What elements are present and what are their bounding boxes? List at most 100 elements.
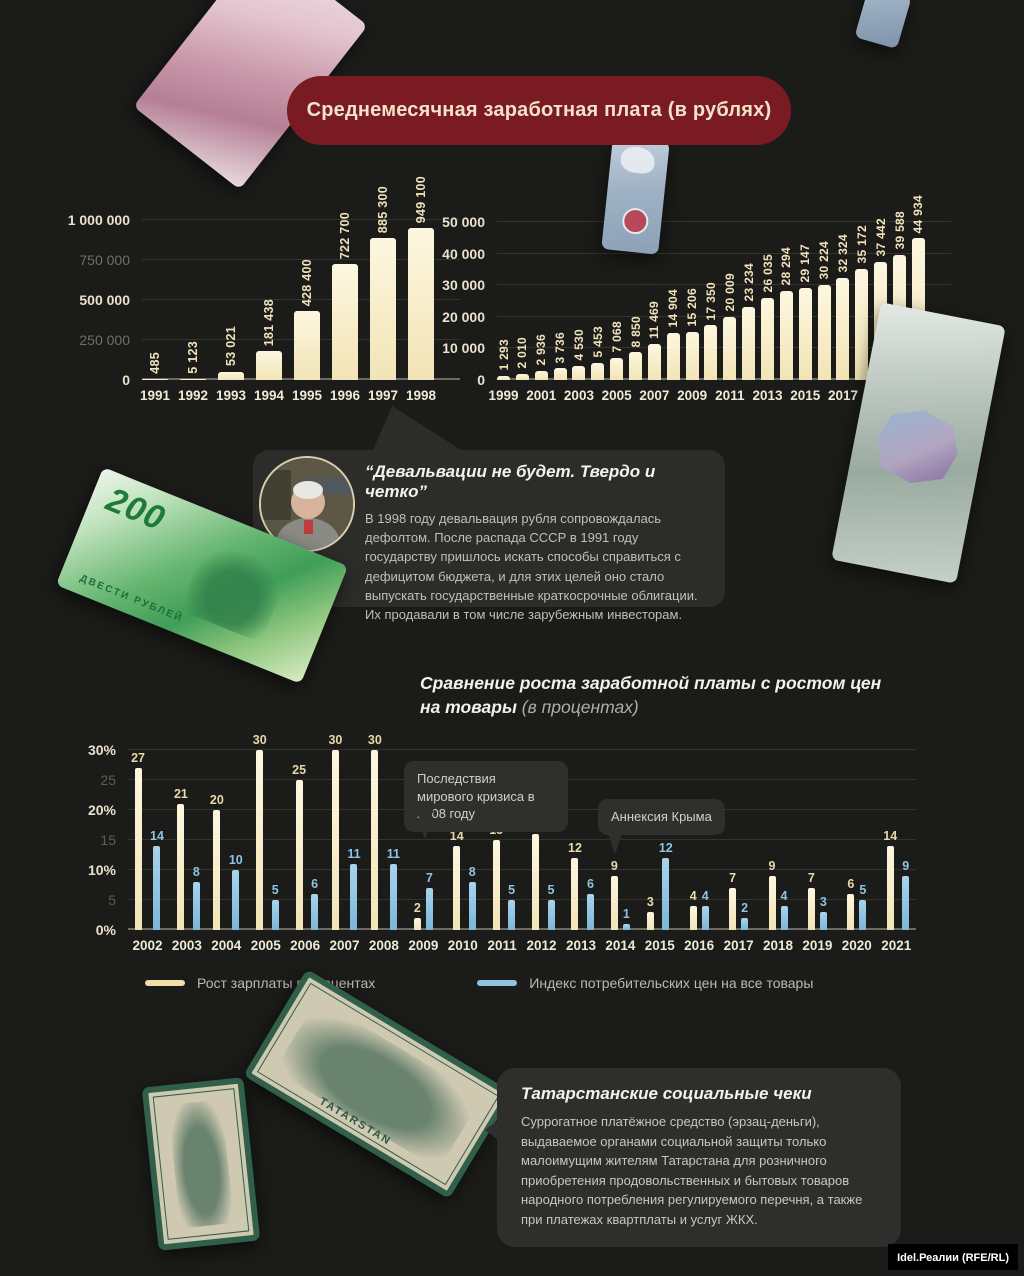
bar [591, 362, 605, 380]
bar [780, 906, 788, 930]
bar-value-label: 7 [807, 871, 815, 885]
bar-pair: 25 6 [292, 763, 319, 930]
y-axis-tick: 25 [100, 772, 116, 788]
y-axis-tick: 0 [477, 372, 485, 388]
y-axis-tick: 10% [87, 862, 116, 878]
year-text: 2016 [684, 938, 715, 953]
bar [855, 268, 869, 380]
gridline [497, 284, 951, 286]
bar [610, 357, 624, 380]
bar-value-label: 5 453 [590, 326, 605, 358]
bar [492, 840, 500, 930]
y-axis-tick: 30 000 [442, 277, 485, 294]
year-text: 1994 [253, 388, 285, 403]
x-year-label: 1997 [368, 388, 398, 403]
bar-column: 5 453 [590, 326, 605, 380]
gridline [128, 749, 916, 750]
bar-value-label: 5 [271, 883, 279, 897]
bar [332, 264, 358, 380]
bar-pair: 3 12 [646, 841, 673, 930]
bar-value-label: 885 300 [376, 186, 390, 234]
x-year-label: 2007 [639, 388, 669, 403]
bar [798, 287, 812, 380]
bar-column: 7 068 [610, 321, 624, 380]
x-year-label: 2005 [602, 388, 632, 403]
bar-pair: 30 5 [253, 733, 279, 930]
bar-value-label: 11 [386, 847, 400, 861]
bar-value-label: 722 700 [338, 212, 352, 260]
bar-column: 885 300 [370, 186, 396, 380]
series-column: 11 [387, 847, 400, 930]
series-column: 6 [311, 877, 319, 930]
bar-value-label: 14 [150, 829, 164, 843]
salary-chart-1999-2021: 0 10 000 20 000 30 000 40 000 50 000 1 293 2 01… [442, 195, 951, 403]
bar [647, 343, 661, 380]
kremlin-emblem [870, 403, 965, 491]
year-group: 14 8 [443, 829, 482, 930]
title-banner: Среднемесячная заработная плата (в рубля… [287, 76, 791, 145]
bar-column: 485 [142, 352, 168, 380]
x-axis-labels: 1999 2001 2003 2005 2007 2009 2011 2013 2015 2017… [488, 388, 933, 403]
series-column: 10 [229, 853, 243, 930]
comparison-chart: 0% 5 10% 15 20% 25 30% 27 14 21 8 20 10 30 5 25 6 30 11 30 1… [88, 733, 916, 953]
bar [859, 900, 867, 930]
dove-emblem [619, 145, 656, 175]
bar-value-label: 949 100 [414, 175, 428, 224]
bar-column: 2 010 [515, 337, 529, 380]
x-year-label: 1998 [406, 388, 436, 403]
year-text: 2007 [639, 388, 670, 403]
bar-value-label: 35 172 [854, 225, 869, 264]
bar-pair: 20 10 [210, 793, 243, 930]
year-text: 2008 [368, 938, 399, 953]
y-axis-tick: 250 000 [79, 332, 130, 348]
series-column: 5 [271, 883, 279, 930]
x-year-label: 1992 [178, 388, 208, 403]
series-column: 8 [192, 865, 200, 930]
bar-value-label: 12 [568, 841, 582, 855]
x-year-label: 2009 [677, 388, 707, 403]
bar-value-label: 27 [131, 751, 145, 765]
bar-value-label: 7 [425, 871, 433, 885]
bar-value-label: 26 035 [760, 254, 775, 293]
year-text: 2010 [447, 938, 478, 953]
denomination-200: 200 [101, 480, 171, 539]
gridline [497, 252, 951, 254]
x-year-label: 2019 [798, 938, 837, 953]
series-column: 30 [328, 733, 342, 930]
x-year-label: 1993 [216, 388, 246, 403]
bar-value-label: 1 293 [496, 339, 511, 371]
bars-layer: 485 5 123 53 021 181 438 428 400 722 700 885 3… [142, 176, 434, 380]
bar-pair: 27 14 [131, 751, 164, 930]
bar [819, 912, 827, 930]
bar-column: 53 021 [218, 326, 244, 380]
bar [817, 284, 831, 380]
bar-value-label: 4 530 [571, 329, 586, 361]
social-card-title: Татарстанские социальные чеки [521, 1084, 812, 1103]
year-text: 2004 [211, 938, 242, 953]
bar-value-label: 32 324 [835, 234, 850, 273]
callout-tail [416, 808, 434, 840]
bar [331, 750, 339, 930]
bar-column: 26 035 [760, 254, 775, 380]
year-text: 2021 [881, 938, 912, 953]
portrait-graphic [261, 458, 353, 550]
bar-value-label: 4 [689, 889, 697, 903]
bar [572, 365, 586, 380]
watermark-badge: Idel.Реалии (RFE/RL) [888, 1244, 1018, 1270]
y-axis-tick: 50 000 [442, 214, 485, 230]
year-group: 27 14 [128, 751, 167, 930]
year-text: 2003 [171, 938, 202, 953]
bar [586, 894, 594, 930]
bar-value-label: 21 [173, 787, 188, 801]
bar [192, 882, 200, 930]
bar-column: 14 904 [666, 289, 680, 380]
bar [508, 900, 516, 930]
bar-column: 30 224 [817, 241, 831, 380]
y-axis-tick: 750 000 [79, 252, 130, 268]
bar [553, 368, 567, 380]
x-year-label: 2012 [522, 938, 561, 953]
